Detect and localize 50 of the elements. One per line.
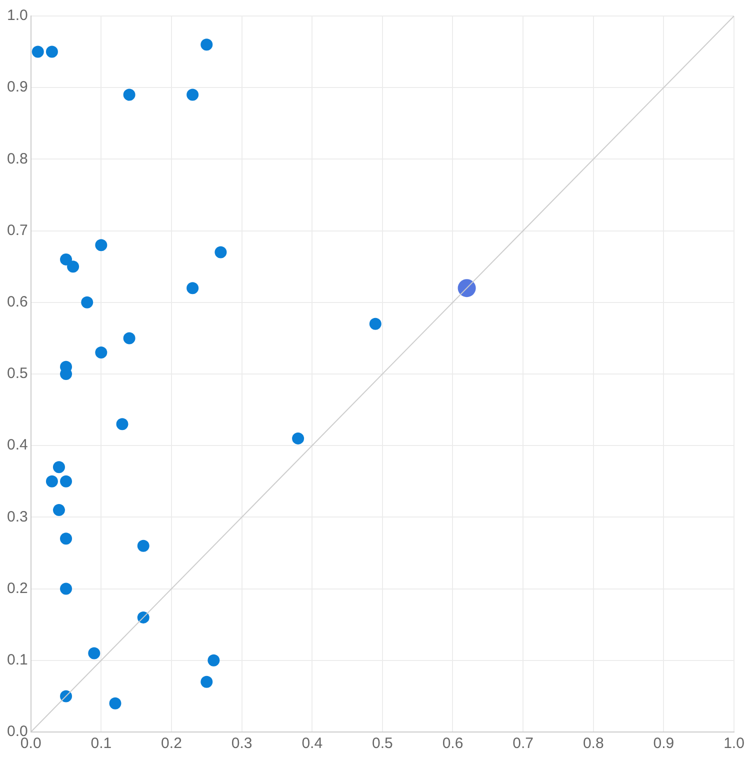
point [200,38,213,51]
y-tick-label: 0.8 [6,150,28,168]
point [458,279,476,298]
y-tick-label: 0.7 [6,222,28,239]
y-tick-label: 0.3 [6,508,28,526]
x-tick-label: 0.1 [90,735,112,752]
point [60,532,72,545]
y-tick-label: 0.1 [6,652,28,669]
point [95,239,108,252]
point [52,504,65,516]
point [292,432,304,444]
y-tick-label: 0.5 [6,365,28,382]
point [67,260,80,273]
x-tick-label: 0.2 [161,735,182,752]
point [116,418,128,430]
point [81,296,94,308]
point [369,318,382,330]
point [52,461,65,474]
point [60,690,72,702]
point [60,253,72,266]
x-tick-label: 0.9 [653,735,674,752]
point [200,676,213,688]
point [186,282,199,294]
point [60,582,72,595]
point [214,246,227,258]
y-tick-label: 0.4 [6,436,28,454]
x-tick-label: 0.4 [302,735,323,752]
y-tick-label: 0.6 [6,294,28,311]
point [60,475,72,488]
point [208,654,220,666]
point [123,332,136,344]
x-tick-label: 0.5 [372,735,393,752]
point [95,346,108,359]
y-tick-label: 0.2 [6,580,28,597]
point [46,46,58,58]
x-tick-label: 0.6 [442,735,464,752]
point [32,46,44,58]
point [46,475,58,488]
point [137,611,150,624]
point [123,88,136,101]
y-tick-label: 1.0 [6,7,28,24]
point [88,647,100,660]
point [137,540,150,552]
x-tick-label: 0.3 [231,735,252,752]
x-tick-label: 1.0 [724,735,744,752]
y-tick-label: 0.9 [6,78,28,96]
point [186,88,199,101]
point [109,697,122,710]
x-tick-label: 0.8 [582,735,604,752]
x-tick-label: 0.7 [512,735,534,752]
